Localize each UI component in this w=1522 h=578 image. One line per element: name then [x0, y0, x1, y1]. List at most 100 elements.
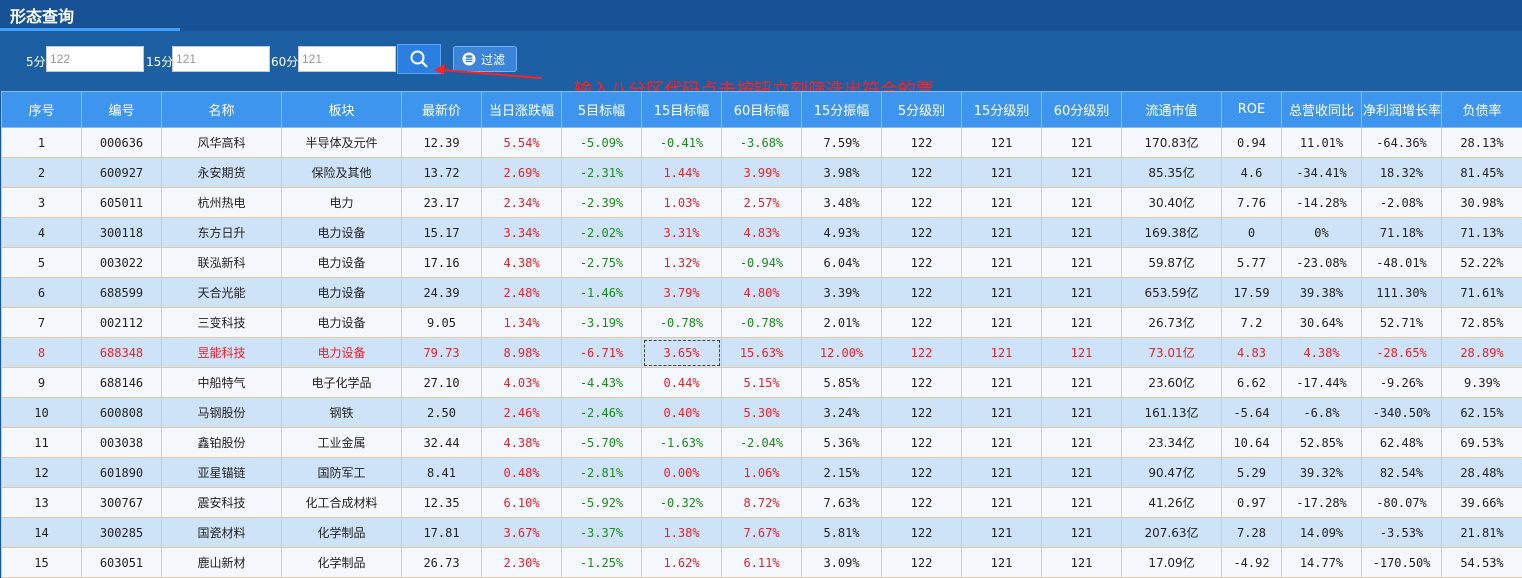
column-header[interactable]: 15分振幅 [802, 92, 882, 128]
column-header[interactable]: 序号 [2, 92, 82, 128]
table-cell: 电力设备 [282, 218, 402, 248]
table-cell: 0.40% [642, 398, 722, 428]
table-cell: 5.36% [802, 428, 882, 458]
column-header[interactable]: 最新价 [402, 92, 482, 128]
table-cell: 72.85% [1442, 308, 1522, 338]
table-cell: -6.71% [562, 338, 642, 368]
table-cell: -1.25% [562, 548, 642, 578]
table-cell: -1.63% [642, 428, 722, 458]
page-title: 形态查询 [10, 3, 74, 27]
column-header[interactable]: 流通市值 [1122, 92, 1222, 128]
table-cell: 52.71% [1362, 308, 1442, 338]
table-cell: -2.04% [722, 428, 802, 458]
table-cell: -6.8% [1282, 398, 1362, 428]
table-cell: 62.48% [1362, 428, 1442, 458]
column-header[interactable]: 净利润增长率 [1362, 92, 1442, 128]
column-header[interactable]: 15目标幅 [642, 92, 722, 128]
table-cell: 震安科技 [162, 488, 282, 518]
table-cell: 3.31% [642, 218, 722, 248]
table-cell: 2.57% [722, 188, 802, 218]
table-cell: 13 [2, 488, 82, 518]
table-cell: 11 [2, 428, 82, 458]
table-cell: 122 [882, 308, 962, 338]
table-cell: -64.36% [1362, 128, 1442, 158]
table-cell: -14.28% [1282, 188, 1362, 218]
filter-15-input[interactable] [172, 46, 270, 72]
column-header[interactable]: 板块 [282, 92, 402, 128]
table-cell: 002112 [82, 308, 162, 338]
table-cell: 121 [962, 338, 1042, 368]
column-header[interactable]: 5分级别 [882, 92, 962, 128]
table-cell: 3.48% [802, 188, 882, 218]
table-cell: 54.53% [1442, 548, 1522, 578]
column-header[interactable]: 15分级别 [962, 92, 1042, 128]
column-header[interactable]: 名称 [162, 92, 282, 128]
column-header[interactable]: 5目标幅 [562, 92, 642, 128]
table-cell: 71.13% [1442, 218, 1522, 248]
column-header[interactable]: ROE [1222, 92, 1282, 128]
table-cell: 5.29 [1222, 458, 1282, 488]
table-cell: 121 [962, 488, 1042, 518]
table-cell: 24.39 [402, 278, 482, 308]
table-cell: 0.97 [1222, 488, 1282, 518]
table-cell: 000636 [82, 128, 162, 158]
table-cell: 111.30% [1362, 278, 1442, 308]
search-icon [409, 49, 429, 69]
table-cell: 27.10 [402, 368, 482, 398]
column-header[interactable]: 60目标幅 [722, 92, 802, 128]
column-header[interactable]: 负债率 [1442, 92, 1522, 128]
table-cell: 电力设备 [282, 248, 402, 278]
table-cell: 122 [882, 518, 962, 548]
table-cell: 2.48% [482, 278, 562, 308]
filter-60-input[interactable] [298, 46, 396, 72]
table-cell: 23.60亿 [1122, 368, 1222, 398]
filter-5-input[interactable] [46, 46, 144, 72]
table-cell: 1.32% [642, 248, 722, 278]
table-cell: 28.48% [1442, 458, 1522, 488]
table-cell: 0.94 [1222, 128, 1282, 158]
table-cell: 121 [962, 158, 1042, 188]
column-header[interactable]: 60分级别 [1042, 92, 1122, 128]
table-cell: -34.41% [1282, 158, 1362, 188]
column-header[interactable]: 编号 [82, 92, 162, 128]
table-cell: 28.13% [1442, 128, 1522, 158]
table-cell: 2.46% [482, 398, 562, 428]
table-cell: 12.35 [402, 488, 482, 518]
table-cell: 2.30% [482, 548, 562, 578]
table-cell: -23.08% [1282, 248, 1362, 278]
table-cell: 121 [1042, 248, 1122, 278]
table-cell: 3.79% [642, 278, 722, 308]
column-header[interactable]: 当日涨跌幅 [482, 92, 562, 128]
table-cell: 601890 [82, 458, 162, 488]
column-header[interactable]: 总营收同比 [1282, 92, 1362, 128]
table-cell: 18.32% [1362, 158, 1442, 188]
table-cell: 121 [1042, 368, 1122, 398]
table-cell: 300285 [82, 518, 162, 548]
table-cell: 23.34亿 [1122, 428, 1222, 458]
table-cell: 昱能科技 [162, 338, 282, 368]
table-cell: 30.64% [1282, 308, 1362, 338]
table-cell: 2.69% [482, 158, 562, 188]
table-cell: 0.00% [642, 458, 722, 488]
table-cell: 9.39% [1442, 368, 1522, 398]
table-cell: 4.38% [482, 248, 562, 278]
table-cell: 122 [882, 398, 962, 428]
title-bar: 形态查询 [0, 0, 1522, 31]
table-cell: 4.38% [1282, 338, 1362, 368]
table-cell: 东方日升 [162, 218, 282, 248]
